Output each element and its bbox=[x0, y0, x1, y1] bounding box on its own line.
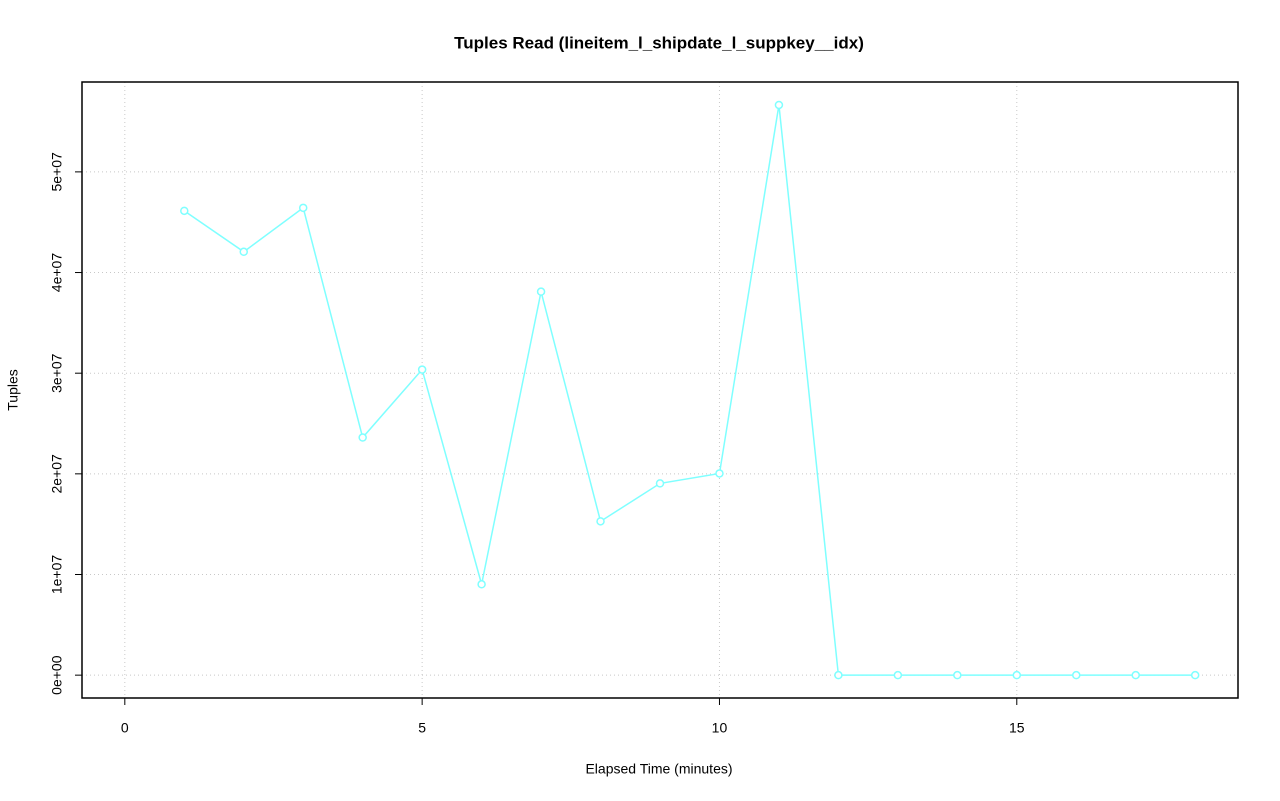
data-point bbox=[180, 206, 189, 216]
chart-title: Tuples Read (lineitem_l_shipdate_l_suppk… bbox=[454, 33, 864, 52]
data-point bbox=[536, 287, 546, 296]
data-point bbox=[1190, 670, 1200, 680]
plot-frame bbox=[81, 81, 1239, 699]
plot-area: 0 5 10 15 0e+00 1e+07 2e+07 3e+07 4e+07 5e+07 bbox=[49, 82, 1238, 736]
x-tick-label: 15 bbox=[1009, 720, 1025, 736]
x-tick-label: 5 bbox=[418, 720, 426, 736]
series-line bbox=[183, 104, 1196, 676]
y-tick-label: 1e+07 bbox=[49, 555, 65, 595]
y-tick-label: 3e+07 bbox=[49, 353, 65, 393]
data-point bbox=[1072, 670, 1081, 680]
data-point bbox=[774, 100, 784, 110]
data-point bbox=[417, 365, 427, 374]
data-point bbox=[358, 433, 367, 442]
data-point bbox=[596, 517, 605, 526]
data-point bbox=[239, 247, 248, 257]
y-tick-label: 0e+00 bbox=[49, 655, 65, 695]
y-tick-label: 5e+07 bbox=[49, 152, 65, 192]
data-point bbox=[1131, 670, 1140, 680]
data-point bbox=[298, 203, 308, 213]
data-point bbox=[893, 670, 903, 680]
data-point bbox=[953, 670, 962, 680]
y-axis-label: Tuples bbox=[5, 369, 21, 411]
data-point bbox=[834, 670, 843, 680]
y-tick-label: 4e+07 bbox=[49, 253, 65, 293]
x-tick-label: 10 bbox=[712, 720, 728, 736]
data-point bbox=[477, 580, 486, 589]
data-point bbox=[655, 479, 665, 488]
data-point bbox=[1012, 670, 1022, 680]
x-axis-label: Elapsed Time (minutes) bbox=[585, 761, 732, 777]
x-tick-label: 0 bbox=[121, 720, 129, 736]
y-tick-label: 2e+07 bbox=[49, 454, 65, 494]
data-point bbox=[715, 469, 724, 478]
